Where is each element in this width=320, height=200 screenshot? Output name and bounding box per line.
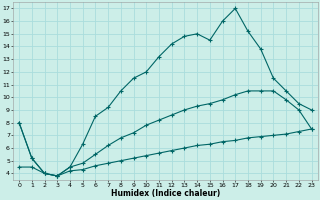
X-axis label: Humidex (Indice chaleur): Humidex (Indice chaleur)	[111, 189, 220, 198]
